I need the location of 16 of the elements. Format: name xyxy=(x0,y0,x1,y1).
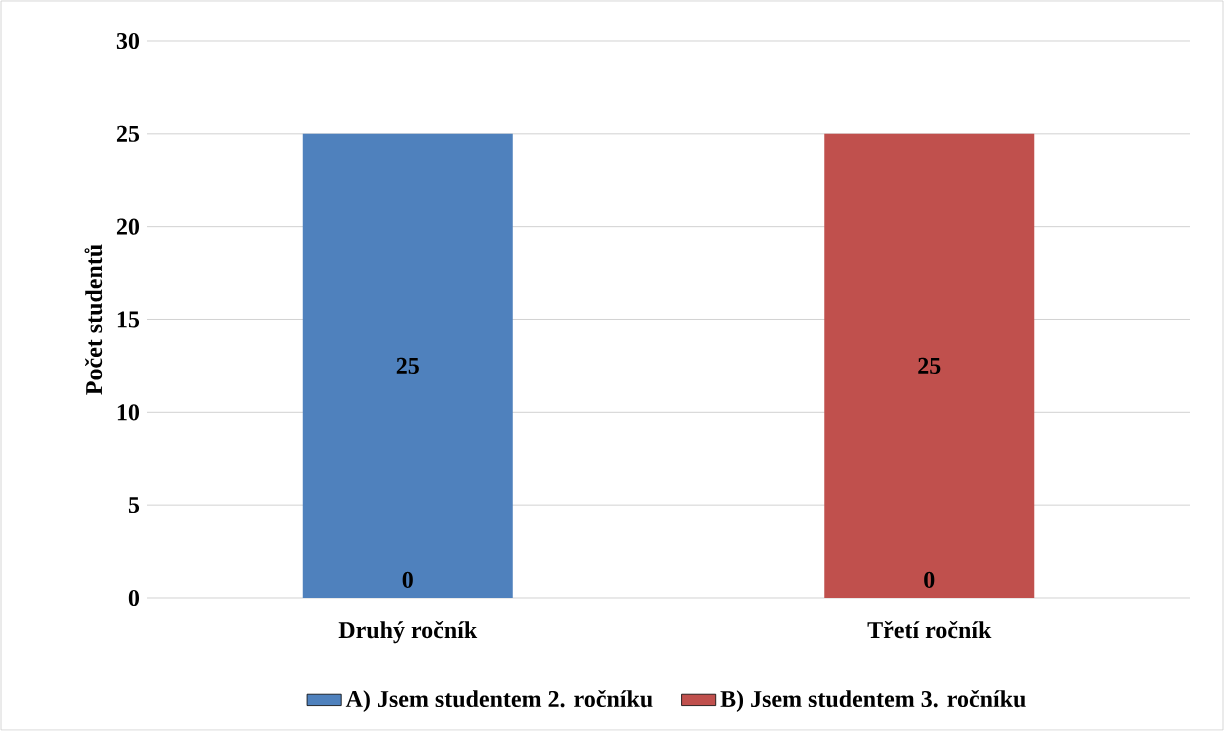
legend-label: B) Jsem studentem 3. ročníku xyxy=(720,689,1026,712)
data-label: 0 xyxy=(402,571,413,588)
y-tick-label: 15 xyxy=(117,311,140,328)
y-tick-label: 5 xyxy=(128,497,140,514)
data-label: 25 xyxy=(396,357,419,374)
data-label: 0 xyxy=(924,571,935,588)
y-tick-label: 30 xyxy=(116,32,140,50)
y-tick-label: 0 xyxy=(128,589,140,607)
data-label: 25 xyxy=(918,357,941,374)
y-tick-label: 20 xyxy=(116,218,140,235)
x-tick-label: Druhý ročník xyxy=(338,621,478,644)
legend-label: A) Jsem studentem 2. ročníku xyxy=(345,689,653,712)
y-axis-title: Počet studentů xyxy=(84,244,103,395)
y-tick-label: 10 xyxy=(117,404,140,421)
x-tick-label: Třetí ročník xyxy=(867,621,992,639)
y-tick-label: 25 xyxy=(116,125,140,142)
